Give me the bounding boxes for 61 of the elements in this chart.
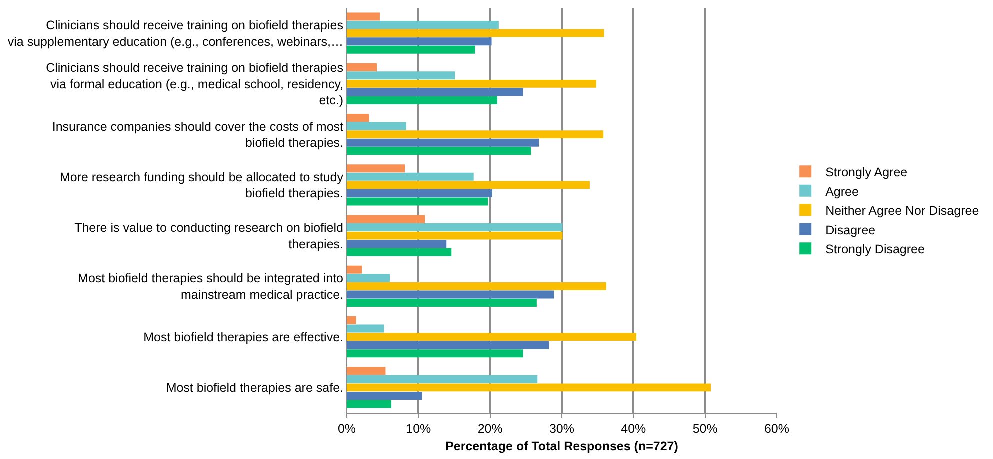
bar: [347, 198, 488, 206]
x-tick-label: 40%: [621, 422, 646, 436]
bar: [347, 138, 540, 147]
bar: [347, 324, 384, 333]
bar: [347, 333, 637, 342]
bar: [347, 88, 524, 96]
x-tick-label: 0%: [338, 422, 356, 436]
bar: [347, 248, 452, 256]
y-tick-label: There is value to conducting research on biofield therapies.: [74, 221, 344, 252]
bar: [347, 96, 498, 105]
bar: [347, 190, 492, 198]
bar: [347, 341, 550, 350]
bar: [347, 290, 554, 299]
bar: [347, 232, 563, 240]
bar: [347, 240, 447, 248]
bar: [347, 72, 456, 80]
legend-label: Agree: [826, 184, 860, 199]
y-tick-label: Clinicians should receive training on biofield therapies via supplementary education (e.g., conferences, webinars,…: [8, 18, 344, 49]
bar: [347, 274, 390, 282]
bar: [347, 147, 532, 156]
y-tick-label: Most biofield therapies are safe.: [166, 381, 344, 396]
x-tick-label: 50%: [692, 422, 718, 436]
bar: [347, 392, 422, 400]
legend-label: Strongly Disagree: [826, 242, 925, 256]
bar: [347, 21, 499, 29]
x-axis-title: Percentage of Total Responses (n=727): [446, 439, 678, 454]
bar: [347, 224, 563, 232]
bar: [347, 114, 370, 122]
bar: [347, 181, 590, 190]
bar: [347, 80, 596, 88]
bar: [347, 38, 492, 46]
y-tick-label: Most biofield therapies are effective.: [144, 330, 344, 344]
x-tick-label: 30%: [549, 422, 575, 436]
bar: [347, 299, 537, 308]
x-tick-label: 10%: [406, 422, 432, 436]
legend-label: Strongly Agree: [826, 166, 908, 180]
y-tick-label: Insurance companies should cover the costs of most biofield therapies.: [52, 120, 344, 150]
bar: [347, 375, 538, 384]
legend-label: Disagree: [826, 223, 876, 238]
x-tick-label: 60%: [764, 422, 790, 436]
x-tick-label: 20%: [478, 422, 503, 436]
y-tick-label: Clinicians should receive training on biofield therapies via formal education (e.g., medical school, residency, etc.): [46, 61, 344, 108]
bar: [347, 122, 406, 130]
bar: [347, 164, 406, 173]
bar: [347, 215, 426, 224]
bar: [347, 282, 606, 290]
bar: [347, 350, 524, 358]
bar: [347, 29, 604, 38]
bar: [347, 130, 604, 139]
legend-label: Neither Agree Nor Disagree: [826, 204, 980, 218]
y-tick-label: More research funding should be allocated to study biofield therapies.: [60, 170, 344, 201]
bar: [347, 316, 356, 324]
bar: [347, 266, 362, 274]
bar: [347, 46, 476, 54]
bar: [347, 367, 386, 376]
bar: [347, 400, 392, 408]
y-tick-label: Most biofield therapies should be integrated into mainstream medical practice.: [78, 272, 344, 302]
bar: [347, 63, 378, 72]
bar: [347, 172, 474, 181]
bar: [347, 384, 712, 392]
bar: [347, 12, 380, 21]
